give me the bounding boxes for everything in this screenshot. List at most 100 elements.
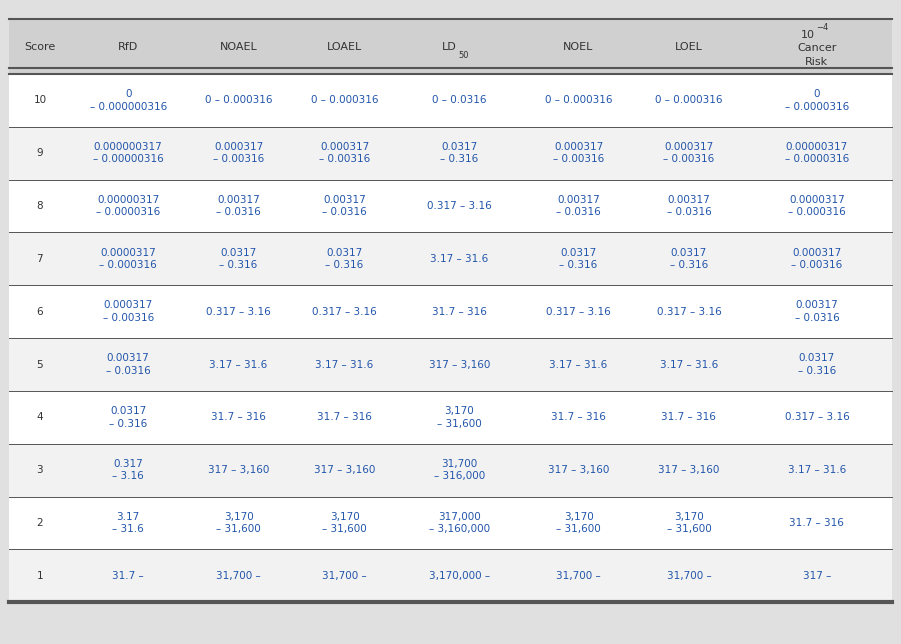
Text: NOEL: NOEL [563, 42, 594, 52]
Text: 0.000317
– 0.00316: 0.000317 – 0.00316 [791, 248, 842, 270]
Text: 0.000317
– 0.00316: 0.000317 – 0.00316 [663, 142, 714, 164]
Text: 5: 5 [37, 359, 43, 370]
Text: 31.7 – 316: 31.7 – 316 [432, 307, 487, 317]
Text: −4: −4 [816, 23, 828, 32]
Bar [9, 127, 892, 180]
Text: 3.17 – 31.6: 3.17 – 31.6 [550, 359, 607, 370]
Text: 0.0317
– 0.316: 0.0317 – 0.316 [325, 248, 364, 270]
Text: 0.317 – 3.16: 0.317 – 3.16 [785, 412, 850, 422]
Text: 10: 10 [801, 30, 815, 40]
Text: LOEL: LOEL [675, 42, 703, 52]
Text: 31.7 –: 31.7 – [113, 571, 144, 581]
Text: 0.317 – 3.16: 0.317 – 3.16 [427, 201, 492, 211]
Text: 0 – 0.000316: 0 – 0.000316 [205, 95, 272, 106]
Text: 317 – 3,160: 317 – 3,160 [208, 465, 269, 475]
Text: 317,000
– 3,160,000: 317,000 – 3,160,000 [429, 512, 490, 534]
Text: 0.317
– 3.16: 0.317 – 3.16 [113, 459, 144, 481]
Bar [9, 19, 892, 74]
Text: 0.00317
– 0.0316: 0.00317 – 0.0316 [556, 195, 601, 217]
Text: 31,700 –: 31,700 – [667, 571, 711, 581]
Text: 3,170
– 31,600: 3,170 – 31,600 [667, 512, 711, 534]
Bar [9, 549, 892, 602]
Text: 0.0317
– 0.316: 0.0317 – 0.316 [797, 354, 836, 375]
Bar [9, 180, 892, 232]
Text: 317 – 3,160: 317 – 3,160 [659, 465, 720, 475]
Text: 31.7 – 316: 31.7 – 316 [661, 412, 716, 422]
Text: 3.17
– 31.6: 3.17 – 31.6 [113, 512, 144, 534]
Text: 0.000317
– 0.00316: 0.000317 – 0.00316 [213, 142, 264, 164]
Bar [9, 338, 892, 391]
Text: 31,700
– 316,000: 31,700 – 316,000 [433, 459, 485, 481]
Text: 0.0000317
– 0.000316: 0.0000317 – 0.000316 [788, 195, 846, 217]
Text: 0.0317
– 0.316: 0.0317 – 0.316 [560, 248, 597, 270]
Text: 3.17 – 31.6: 3.17 – 31.6 [209, 359, 268, 370]
Text: 9: 9 [37, 148, 43, 158]
Text: 7: 7 [37, 254, 43, 264]
Bar [9, 497, 892, 549]
Text: 0.000317
– 0.00316: 0.000317 – 0.00316 [319, 142, 370, 164]
Text: 3,170
– 31,600: 3,170 – 31,600 [216, 512, 261, 534]
Text: 317 – 3,160: 317 – 3,160 [429, 359, 490, 370]
Text: 3: 3 [37, 465, 43, 475]
Text: RfD: RfD [118, 42, 139, 52]
Text: 3,170,000 –: 3,170,000 – [429, 571, 490, 581]
Text: 3.17 – 31.6: 3.17 – 31.6 [315, 359, 374, 370]
Text: 10: 10 [33, 95, 47, 106]
Text: 0 – 0.000316: 0 – 0.000316 [655, 95, 723, 106]
Text: 0.317 – 3.16: 0.317 – 3.16 [657, 307, 722, 317]
Text: 3,170
– 31,600: 3,170 – 31,600 [556, 512, 601, 534]
Text: 0.0317
– 0.316: 0.0317 – 0.316 [441, 142, 478, 164]
Bar [9, 391, 892, 444]
Text: 0.0000317
– 0.000316: 0.0000317 – 0.000316 [99, 248, 157, 270]
Text: 0.00317
– 0.0316: 0.00317 – 0.0316 [323, 195, 367, 217]
Bar [9, 444, 892, 497]
Text: LD: LD [441, 42, 457, 52]
Text: 4: 4 [37, 412, 43, 422]
Text: 2: 2 [37, 518, 43, 528]
Text: 0.0317
– 0.316: 0.0317 – 0.316 [220, 248, 258, 270]
Text: 0.317 – 3.16: 0.317 – 3.16 [312, 307, 377, 317]
Text: 31,700 –: 31,700 – [323, 571, 367, 581]
Text: 31.7 – 316: 31.7 – 316 [789, 518, 844, 528]
Text: 0
– 0.000000316: 0 – 0.000000316 [89, 90, 167, 111]
Text: 31,700 –: 31,700 – [216, 571, 261, 581]
Text: 0
– 0.0000316: 0 – 0.0000316 [785, 90, 849, 111]
Text: 0.00317
– 0.0316: 0.00317 – 0.0316 [795, 301, 840, 323]
Text: 0 – 0.000316: 0 – 0.000316 [311, 95, 378, 106]
Text: 3.17 – 31.6: 3.17 – 31.6 [787, 465, 846, 475]
Text: 0.317 – 3.16: 0.317 – 3.16 [546, 307, 611, 317]
Text: 317 – 3,160: 317 – 3,160 [548, 465, 609, 475]
Text: 3.17 – 31.6: 3.17 – 31.6 [660, 359, 718, 370]
Text: 0.00000317
– 0.0000316: 0.00000317 – 0.0000316 [96, 195, 160, 217]
Bar [9, 285, 892, 338]
Text: NOAEL: NOAEL [220, 42, 258, 52]
Text: 0.00000317
– 0.0000316: 0.00000317 – 0.0000316 [785, 142, 849, 164]
Text: Cancer: Cancer [797, 43, 837, 53]
Text: LOAEL: LOAEL [327, 42, 362, 52]
Text: 0.0317
– 0.316: 0.0317 – 0.316 [669, 248, 708, 270]
Text: 31.7 – 316: 31.7 – 316 [551, 412, 606, 422]
Text: 0 – 0.000316: 0 – 0.000316 [545, 95, 613, 106]
Text: 0.00317
– 0.0316: 0.00317 – 0.0316 [105, 354, 150, 375]
Text: 3.17 – 31.6: 3.17 – 31.6 [430, 254, 488, 264]
Text: 6: 6 [37, 307, 43, 317]
Text: 50: 50 [459, 51, 469, 59]
Bar [9, 74, 892, 127]
Text: 0.000317
– 0.00316: 0.000317 – 0.00316 [553, 142, 605, 164]
Text: Risk: Risk [805, 57, 829, 67]
Text: 317 – 3,160: 317 – 3,160 [314, 465, 375, 475]
Text: 3,170
– 31,600: 3,170 – 31,600 [437, 406, 482, 428]
Text: 317 –: 317 – [803, 571, 831, 581]
Text: 0.0317
– 0.316: 0.0317 – 0.316 [109, 406, 148, 428]
Text: 0.000317
– 0.00316: 0.000317 – 0.00316 [103, 301, 154, 323]
Text: 0.00317
– 0.0316: 0.00317 – 0.0316 [667, 195, 711, 217]
Text: Score: Score [24, 42, 56, 52]
Text: 1: 1 [37, 571, 43, 581]
Text: 3,170
– 31,600: 3,170 – 31,600 [323, 512, 367, 534]
Text: 0 – 0.0316: 0 – 0.0316 [432, 95, 487, 106]
Text: 0.00317
– 0.0316: 0.00317 – 0.0316 [216, 195, 261, 217]
Text: 31.7 – 316: 31.7 – 316 [211, 412, 266, 422]
Bar [9, 232, 892, 285]
Text: 31,700 –: 31,700 – [556, 571, 601, 581]
Text: 0.000000317
– 0.00000316: 0.000000317 – 0.00000316 [93, 142, 164, 164]
